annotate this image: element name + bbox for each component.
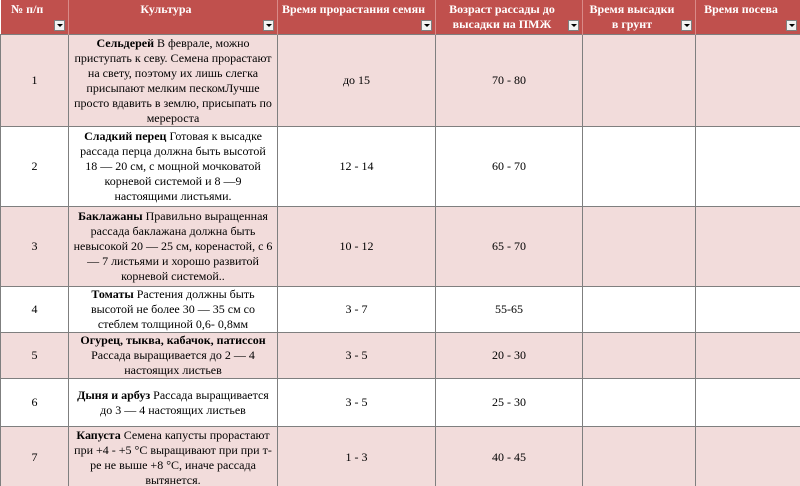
crop-description: Готовая к высадке рассада перца должна б…: [80, 129, 266, 203]
filter-dropdown-icon[interactable]: [568, 20, 579, 31]
seedling-age-cell[interactable]: 70 - 80: [435, 34, 583, 127]
crop-description: Правильно выращенная рассада баклажана д…: [73, 209, 273, 283]
header-cell: Время прорастания семян: [277, 0, 436, 35]
crop-name: Томаты: [91, 287, 134, 301]
seedling-age-cell[interactable]: 55-65: [435, 286, 583, 333]
crop-cell[interactable]: Сельдерей В феврале, можно приступать к …: [68, 34, 278, 127]
row-number-cell[interactable]: 1: [0, 34, 69, 127]
filter-dropdown-icon[interactable]: [681, 20, 692, 31]
header-label: Время посева: [704, 2, 778, 16]
row-number-cell[interactable]: 3: [0, 206, 69, 287]
header-label: Время высадки в грунт: [589, 2, 675, 31]
germination-cell[interactable]: 3 - 5: [277, 332, 436, 379]
germination-cell[interactable]: 10 - 12: [277, 206, 436, 287]
table-row: 5 Огурец, тыква, кабачок, патиссон Расса…: [0, 332, 800, 379]
table-row: 7 Капуста Семена капусты прорастают при …: [0, 426, 800, 486]
crop-description: Рассада выращивается до 3 — 4 настоящих …: [100, 387, 269, 417]
header-cell: Возраст рассады до высадки на ПМЖ: [435, 0, 583, 35]
crop-description: Рассада выращивается до 2 — 4 настоящих …: [91, 348, 255, 377]
planting-time-cell[interactable]: [582, 126, 696, 207]
planting-time-cell[interactable]: [582, 286, 696, 333]
table-row: 1 Сельдерей В феврале, можно приступать …: [0, 34, 800, 127]
sowing-time-cell[interactable]: [695, 34, 800, 127]
crop-description: Растения должны быть высотой не более 30…: [91, 287, 255, 331]
crop-name: Баклажаны: [78, 209, 143, 223]
crop-name: Сельдерей: [96, 35, 154, 50]
crop-cell[interactable]: Капуста Семена капусты прорастают при +4…: [68, 426, 278, 486]
row-number-cell[interactable]: 2: [0, 126, 69, 207]
germination-cell[interactable]: 12 - 14: [277, 126, 436, 207]
crop-cell[interactable]: Томаты Растения должны быть высотой не б…: [68, 286, 278, 333]
seedling-age-cell[interactable]: 40 - 45: [435, 426, 583, 486]
crop-name: Капуста: [76, 427, 121, 442]
header-row: № п/п Культура Время прорастания семян В…: [0, 0, 800, 35]
germination-cell[interactable]: до 15: [277, 34, 436, 127]
seedling-age-cell[interactable]: 60 - 70: [435, 126, 583, 207]
filter-dropdown-icon[interactable]: [263, 20, 274, 31]
crop-cell[interactable]: Баклажаны Правильно выращенная рассада б…: [68, 206, 278, 287]
crop-cell[interactable]: Огурец, тыква, кабачок, патиссон Рассада…: [68, 332, 278, 379]
planting-time-cell[interactable]: [582, 332, 696, 379]
header-cell: Время посева: [695, 0, 800, 35]
filter-dropdown-icon[interactable]: [421, 20, 432, 31]
sowing-time-cell[interactable]: [695, 426, 800, 486]
planting-time-cell[interactable]: [582, 426, 696, 486]
table-row: 4 Томаты Растения должны быть высотой не…: [0, 286, 800, 333]
crop-cell[interactable]: Дыня и арбуз Рассада выращивается до 3 —…: [68, 378, 278, 427]
seedling-age-cell[interactable]: 20 - 30: [435, 332, 583, 379]
row-number-cell[interactable]: 6: [0, 378, 69, 427]
table-row: 3 Баклажаны Правильно выращенная рассада…: [0, 206, 800, 287]
table-row: 6 Дыня и арбуз Рассада выращивается до 3…: [0, 378, 800, 427]
row-number-cell[interactable]: 5: [0, 332, 69, 379]
crop-description: Семена капусты прорастают при +4 - +5 °С…: [74, 427, 272, 486]
header-label: № п/п: [11, 2, 44, 16]
header-label: Возраст рассады до высадки на ПМЖ: [449, 2, 555, 31]
planting-time-cell[interactable]: [582, 378, 696, 427]
sowing-time-cell[interactable]: [695, 126, 800, 207]
crop-name: Огурец, тыква, кабачок, патиссон: [80, 333, 266, 347]
header-label: Время прорастания семян: [282, 2, 425, 16]
crop-cell[interactable]: Сладкий перец Готовая к высадке рассада …: [68, 126, 278, 207]
header-cell: Время высадки в грунт: [582, 0, 696, 35]
filter-dropdown-icon[interactable]: [786, 20, 797, 31]
header-cell: № п/п: [0, 0, 69, 35]
crop-description: В феврале, можно приступать к севу. Семе…: [74, 35, 272, 125]
sowing-time-cell[interactable]: [695, 286, 800, 333]
row-number-cell[interactable]: 4: [0, 286, 69, 333]
germination-cell[interactable]: 3 - 7: [277, 286, 436, 333]
planting-time-cell[interactable]: [582, 34, 696, 127]
crop-name: Сладкий перец: [84, 129, 167, 143]
germination-cell[interactable]: 3 - 5: [277, 378, 436, 427]
row-number-cell[interactable]: 7: [0, 426, 69, 486]
germination-cell[interactable]: 1 - 3: [277, 426, 436, 486]
sowing-time-cell[interactable]: [695, 378, 800, 427]
sowing-time-cell[interactable]: [695, 332, 800, 379]
crop-name: Дыня и арбуз: [77, 387, 151, 402]
header-label: Культура: [140, 2, 192, 16]
header-cell: Культура: [68, 0, 278, 35]
seedling-age-cell[interactable]: 25 - 30: [435, 378, 583, 427]
filter-dropdown-icon[interactable]: [54, 20, 65, 31]
seedling-age-cell[interactable]: 65 - 70: [435, 206, 583, 287]
sowing-time-cell[interactable]: [695, 206, 800, 287]
planting-time-cell[interactable]: [582, 206, 696, 287]
table-row: 2 Сладкий перец Готовая к высадке рассад…: [0, 126, 800, 207]
